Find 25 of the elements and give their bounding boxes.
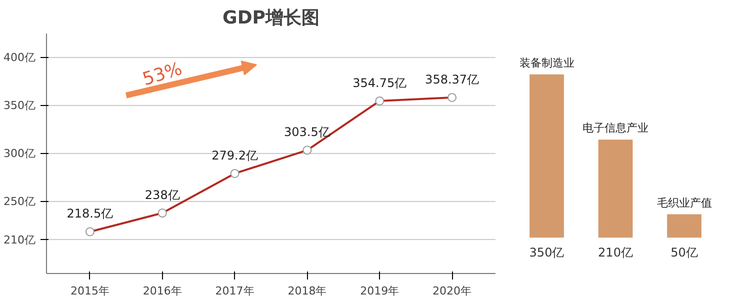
y-tick-label: 300亿 [4, 147, 36, 160]
x-tick-label: 2020年 [432, 284, 472, 298]
text: 218.5亿 [66, 206, 114, 221]
x-tick-label: 2017年 [215, 284, 254, 298]
y-tick-label: 400亿 [4, 51, 36, 64]
text: 354.75亿 [352, 76, 407, 90]
x-tick-label: 装备制造业 [519, 56, 574, 70]
text: 279.2亿 [212, 148, 258, 162]
y-tick-label: 350亿 [4, 99, 36, 112]
x-tick-label: 电子信息产业 [582, 122, 648, 135]
x-tick-label: 毛织业产值 [656, 196, 712, 210]
data-label: 50亿 [670, 246, 698, 260]
text: 238亿 [144, 188, 180, 202]
data-label: 210亿 [598, 246, 633, 260]
x-tick-label: 2018年 [288, 284, 327, 298]
annotation: 53% [140, 58, 185, 90]
x-tick-label: 2016年 [142, 284, 182, 298]
text: 358.37亿 [425, 72, 480, 86]
x-tick-label: 2019年 [360, 284, 400, 298]
chart-title: GDP增长图 [222, 8, 320, 28]
y-tick-label: 210亿 [4, 233, 36, 246]
x-tick-label: 2015年 [70, 284, 110, 298]
y-tick-label: 250亿 [4, 195, 36, 208]
data-label: 350亿 [529, 246, 564, 260]
text: 303.5亿 [284, 125, 330, 140]
